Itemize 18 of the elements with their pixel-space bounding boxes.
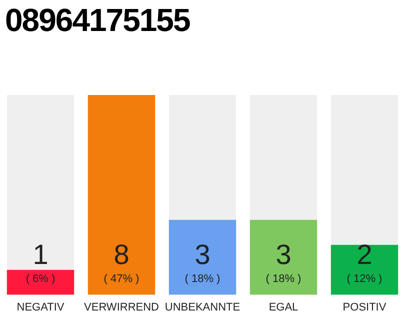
data-label: 2 — [356, 238, 372, 270]
x-tick-label: POSITIV — [342, 301, 387, 314]
data-label: 3 — [276, 238, 292, 270]
annotation: ( 18% ) — [266, 272, 302, 285]
data-label: 1 — [32, 238, 48, 270]
x-tick-label: UNBEKANNTE — [164, 301, 240, 314]
bar — [6, 270, 74, 295]
x-tick-label: EGAL — [268, 301, 298, 314]
annotation: ( 6% ) — [26, 272, 56, 285]
x-tick-label: NEGATIV — [16, 301, 65, 314]
annotation: ( 12% ) — [346, 272, 382, 285]
data-label: 3 — [194, 238, 210, 270]
annotation: ( 18% ) — [184, 272, 220, 285]
bar — [330, 244, 398, 295]
data-label: 8 — [114, 238, 130, 270]
chart-title: 08964175155 — [5, 2, 190, 39]
x-tick-label: VERWIRREND — [84, 301, 160, 314]
annotation: ( 47% ) — [104, 272, 140, 285]
